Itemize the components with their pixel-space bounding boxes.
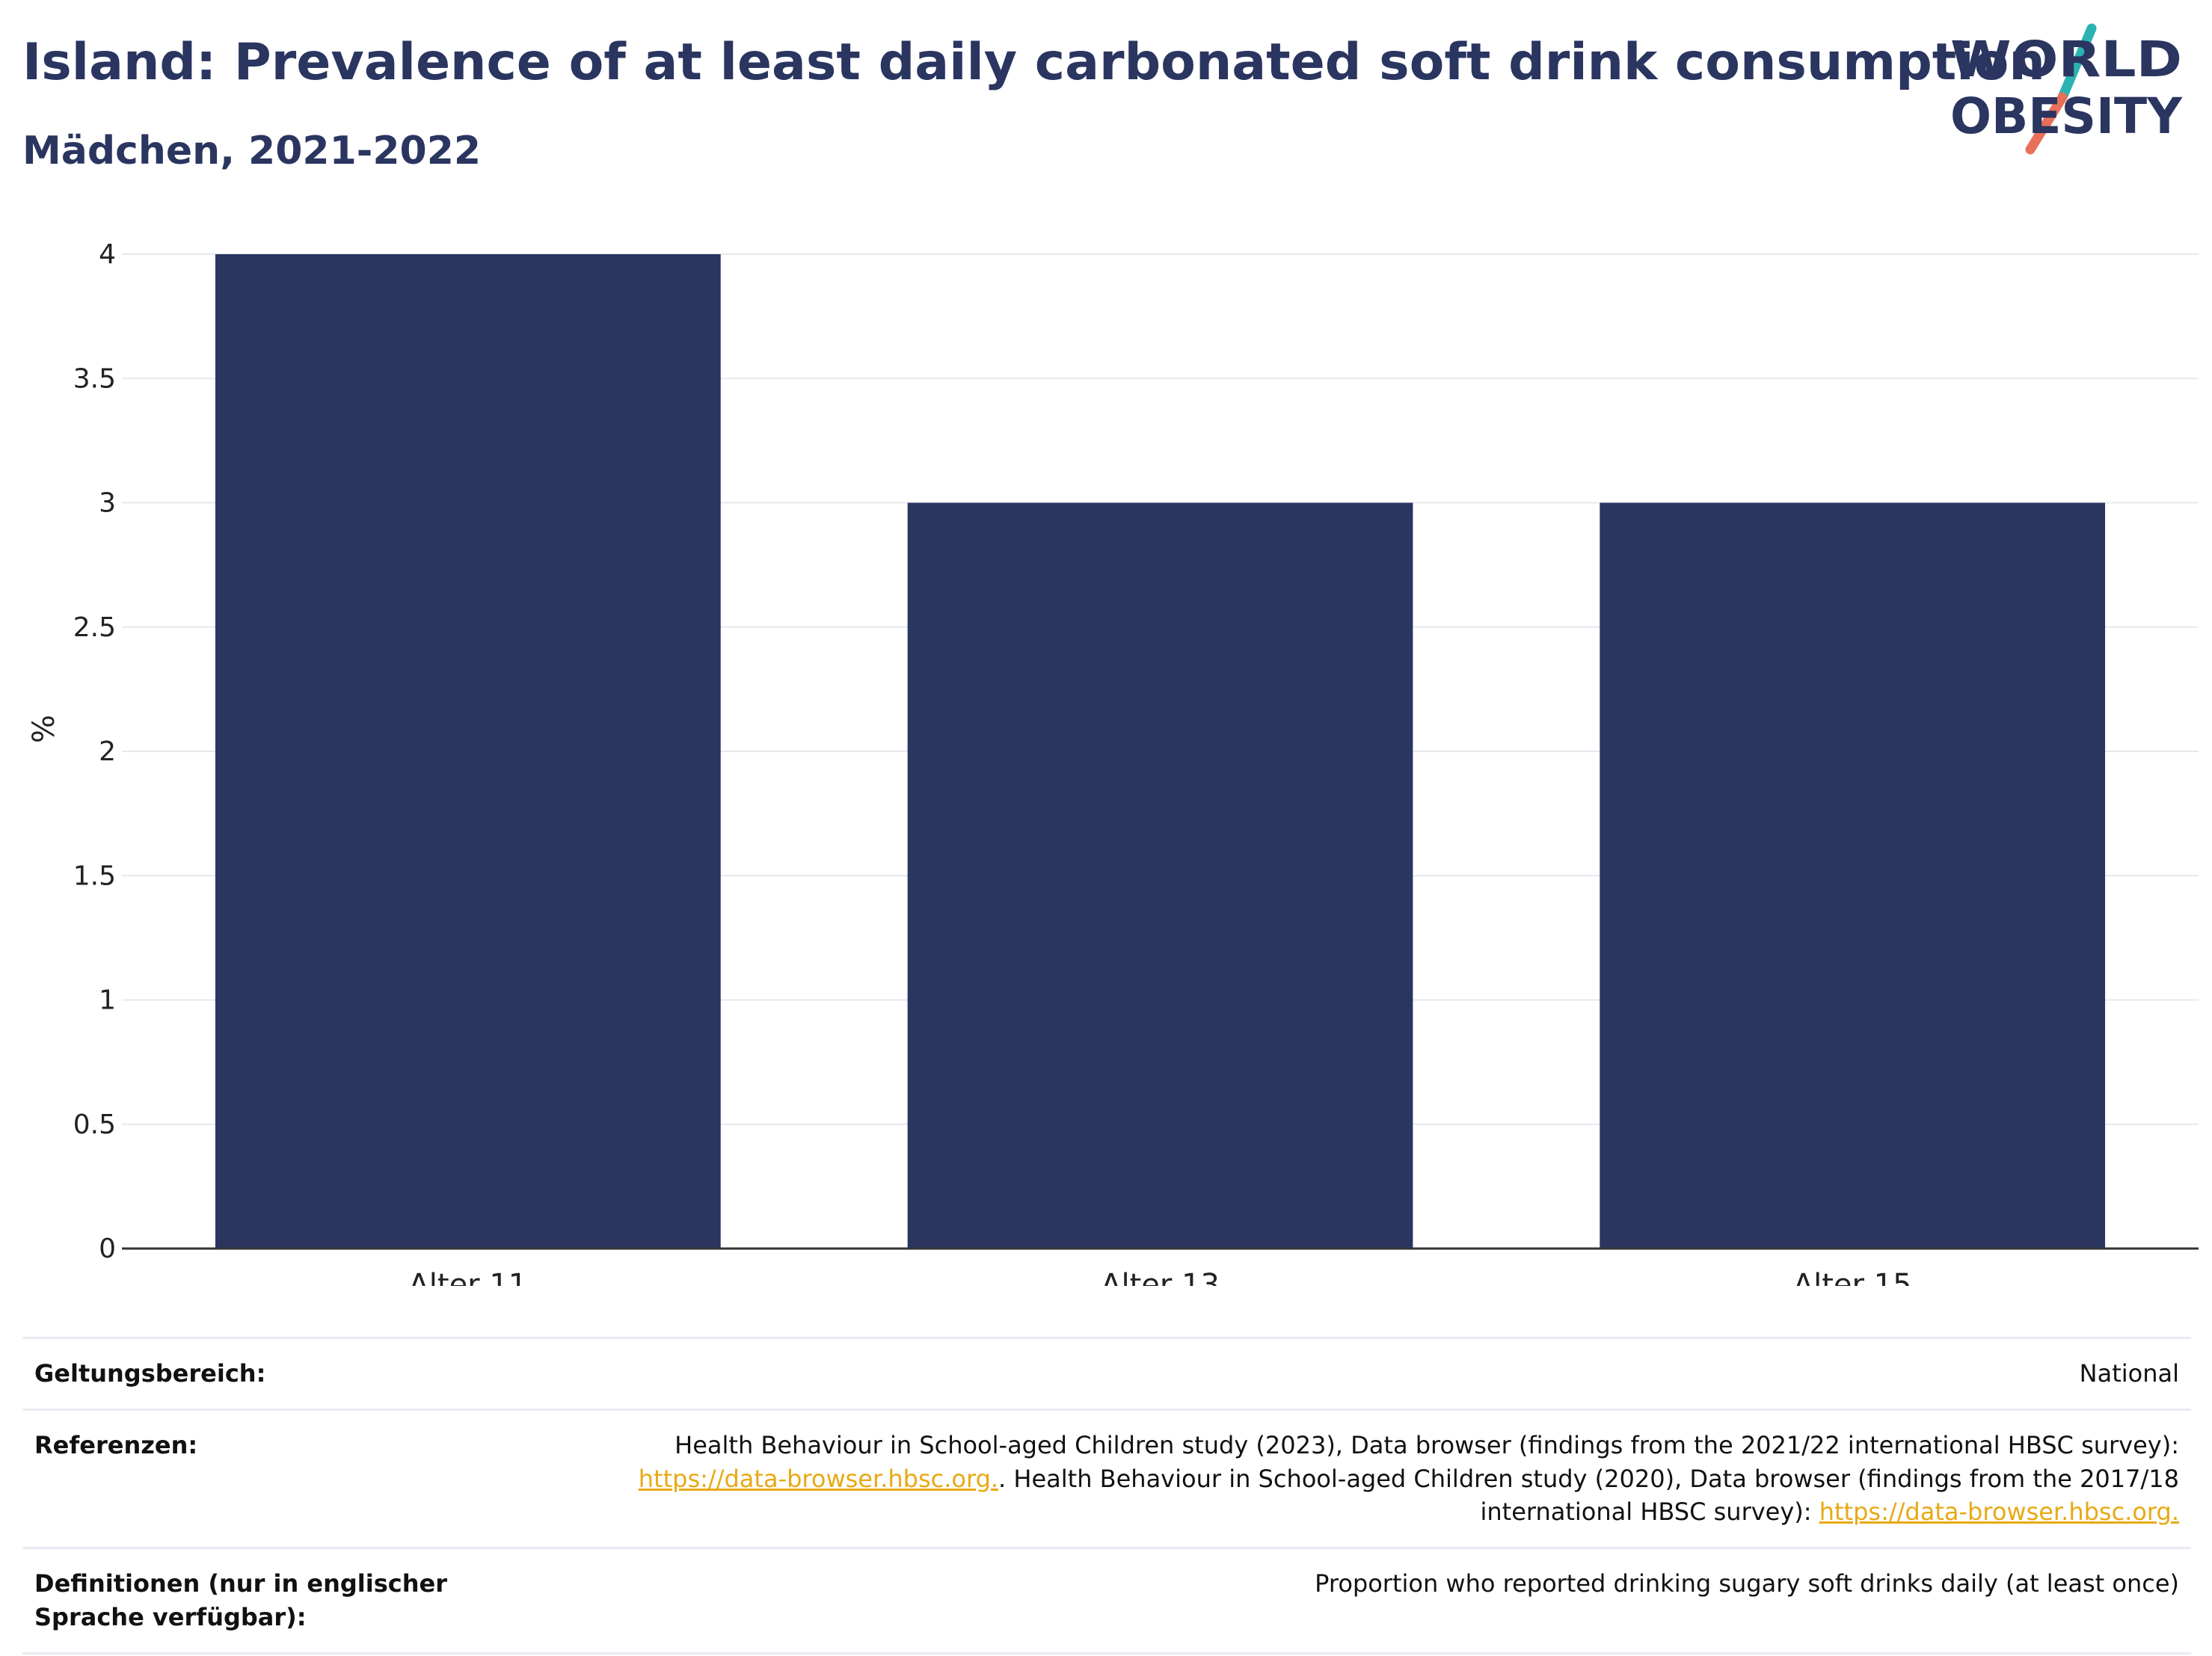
y-tick-label: 1 xyxy=(99,985,116,1016)
page-title: Island: Prevalence of at least daily car… xyxy=(22,33,2045,92)
y-tick-labels: 0 0.5 1 1.5 2 2.5 3 3.5 4 xyxy=(73,239,116,1264)
references-link-2[interactable]: https://data-browser.hbsc.org. xyxy=(1819,1498,2179,1527)
y-tick-label: 2 xyxy=(99,736,116,767)
y-tick-label: 3 xyxy=(99,488,116,519)
y-tick-label: 0 xyxy=(99,1234,116,1264)
info-row-references: Referenzen: Health Behaviour in School-a… xyxy=(22,1408,2191,1548)
bars xyxy=(215,254,2106,1249)
y-tick-label: 2.5 xyxy=(73,612,116,643)
page-subtitle: Mädchen, 2021-2022 xyxy=(22,129,482,173)
logo-slash-coral xyxy=(2025,92,2068,155)
x-tick-label: Alter 15 xyxy=(1793,1268,1912,1286)
references-text-2: . Health Behaviour in School-aged Childr… xyxy=(998,1464,2179,1527)
scope-label: Geltungsbereich: xyxy=(22,1337,570,1410)
info-row-scope: Geltungsbereich: National xyxy=(22,1337,2191,1410)
definitions-label: Definitionen (nur in englischer Sprache … xyxy=(22,1547,570,1655)
bar-chart: 00.511.522.533.54 Alter 11 Alter 13 Alter … xyxy=(27,239,2199,1286)
references-link-1[interactable]: https://data-browser.hbsc.org. xyxy=(638,1464,999,1493)
logo-text-world: WORLD xyxy=(1950,31,2182,88)
bar xyxy=(907,502,1413,1249)
definitions-value: Proportion who reported drinking sugary … xyxy=(570,1547,2191,1655)
x-tick-label: Alter 11 xyxy=(408,1268,527,1286)
x-tick-label: Alter 13 xyxy=(1101,1268,1220,1286)
y-axis-title: % xyxy=(27,715,61,743)
logo-text-obesity: OBESITY xyxy=(1950,87,2183,145)
y-tick-label: 0.5 xyxy=(73,1109,116,1140)
bar xyxy=(1600,502,2106,1249)
bar xyxy=(215,254,721,1249)
x-tick-labels: Alter 11 Alter 13 Alter 15 xyxy=(408,1268,1911,1286)
y-tick-label: 4 xyxy=(99,239,116,270)
info-table: Geltungsbereich: National Referenzen: He… xyxy=(22,1337,2191,1655)
scope-value: National xyxy=(570,1337,2191,1410)
references-value: Health Behaviour in School-aged Children… xyxy=(570,1408,2191,1548)
y-tick-label: 3.5 xyxy=(73,363,116,394)
y-tick-label: 1.5 xyxy=(73,861,116,891)
info-row-definitions: Definitionen (nur in englischer Sprache … xyxy=(22,1547,2191,1655)
references-text-1: Health Behaviour in School-aged Children… xyxy=(675,1430,2179,1459)
logo-slash-teal xyxy=(2057,23,2097,102)
references-label: Referenzen: xyxy=(22,1408,570,1548)
